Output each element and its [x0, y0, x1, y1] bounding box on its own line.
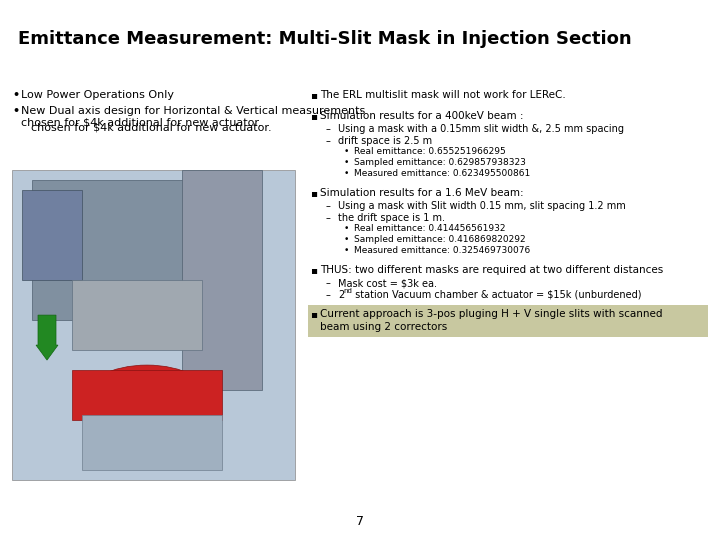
Bar [32, 180, 232, 320]
Text: •: • [344, 246, 349, 255]
Text: –: – [326, 201, 331, 211]
Text: Using a mask with Slit width 0.15 mm, slit spacing 1.2 mm: Using a mask with Slit width 0.15 mm, sl… [338, 201, 626, 211]
Text: the drift space is 1 m.: the drift space is 1 m. [338, 213, 445, 222]
Text: Real emittance: 0.655251966295: Real emittance: 0.655251966295 [354, 147, 505, 156]
Text: •: • [344, 224, 349, 233]
Text: 7: 7 [356, 515, 364, 528]
Bar [72, 280, 202, 350]
Text: Simulation results for a 400keV beam :: Simulation results for a 400keV beam : [320, 111, 523, 121]
Text: ▪: ▪ [310, 111, 317, 121]
Text: •: • [344, 147, 349, 156]
Text: –: – [326, 136, 331, 146]
Text: Simulation results for a 1.6 MeV beam:: Simulation results for a 1.6 MeV beam: [320, 188, 523, 198]
Ellipse shape [82, 365, 212, 435]
Text: Low Power Operations Only: Low Power Operations Only [21, 90, 174, 100]
Bar [82, 415, 222, 470]
Text: station Vacuum chamber & actuator = $15k (unburdened): station Vacuum chamber & actuator = $15k… [352, 289, 642, 300]
Text: Emittance Measurement: Multi-Slit Mask in Injection Section: Emittance Measurement: Multi-Slit Mask i… [18, 30, 631, 48]
Text: ▪: ▪ [310, 188, 317, 198]
Text: •: • [344, 158, 349, 167]
Text: Sampled emittance: 0.416869820292: Sampled emittance: 0.416869820292 [354, 235, 526, 244]
Text: Current approach is 3-pos pluging H + V single slits with scanned: Current approach is 3-pos pluging H + V … [320, 309, 662, 319]
FancyBboxPatch shape [12, 170, 295, 480]
Text: The ERL multislit mask will not work for LEReC.: The ERL multislit mask will not work for… [320, 90, 566, 100]
Text: 2: 2 [338, 289, 344, 300]
Text: –: – [326, 289, 331, 300]
Text: Sampled emittance: 0.629857938323: Sampled emittance: 0.629857938323 [354, 158, 526, 167]
Text: –: – [326, 278, 331, 288]
Text: Mask cost = $3k ea.: Mask cost = $3k ea. [338, 278, 437, 288]
Bar [22, 190, 82, 280]
Bar [308, 305, 708, 337]
Text: chosen for $4k additional for new actuator.: chosen for $4k additional for new actuat… [31, 122, 271, 132]
Text: Measured emittance: 0.623495500861: Measured emittance: 0.623495500861 [354, 169, 530, 178]
Text: •: • [344, 169, 349, 178]
Bar [72, 370, 222, 420]
Text: ▪: ▪ [310, 265, 317, 275]
Text: •: • [344, 235, 349, 244]
Text: New Dual axis design for Horizontal & Vertical measurements
chosen for $4k addit: New Dual axis design for Horizontal & Ve… [21, 106, 365, 128]
Text: nd: nd [343, 288, 352, 294]
Text: –: – [326, 124, 331, 134]
Text: THUS: two different masks are required at two different distances: THUS: two different masks are required a… [320, 265, 663, 275]
Text: Measured emittance: 0.325469730076: Measured emittance: 0.325469730076 [354, 246, 530, 255]
Text: ▪: ▪ [310, 90, 317, 100]
Text: •: • [12, 106, 19, 116]
Text: drift space is 2.5 m: drift space is 2.5 m [338, 136, 432, 146]
Text: Using a mask with a 0.15mm slit width &, 2.5 mm spacing: Using a mask with a 0.15mm slit width &,… [338, 124, 624, 134]
Text: –: – [326, 213, 331, 222]
FancyArrow shape [36, 315, 58, 360]
Text: Real emittance: 0.414456561932: Real emittance: 0.414456561932 [354, 224, 505, 233]
Text: beam using 2 correctors: beam using 2 correctors [320, 322, 447, 332]
Text: ▪: ▪ [310, 309, 317, 319]
Text: •: • [12, 90, 19, 100]
Bar [182, 170, 262, 390]
